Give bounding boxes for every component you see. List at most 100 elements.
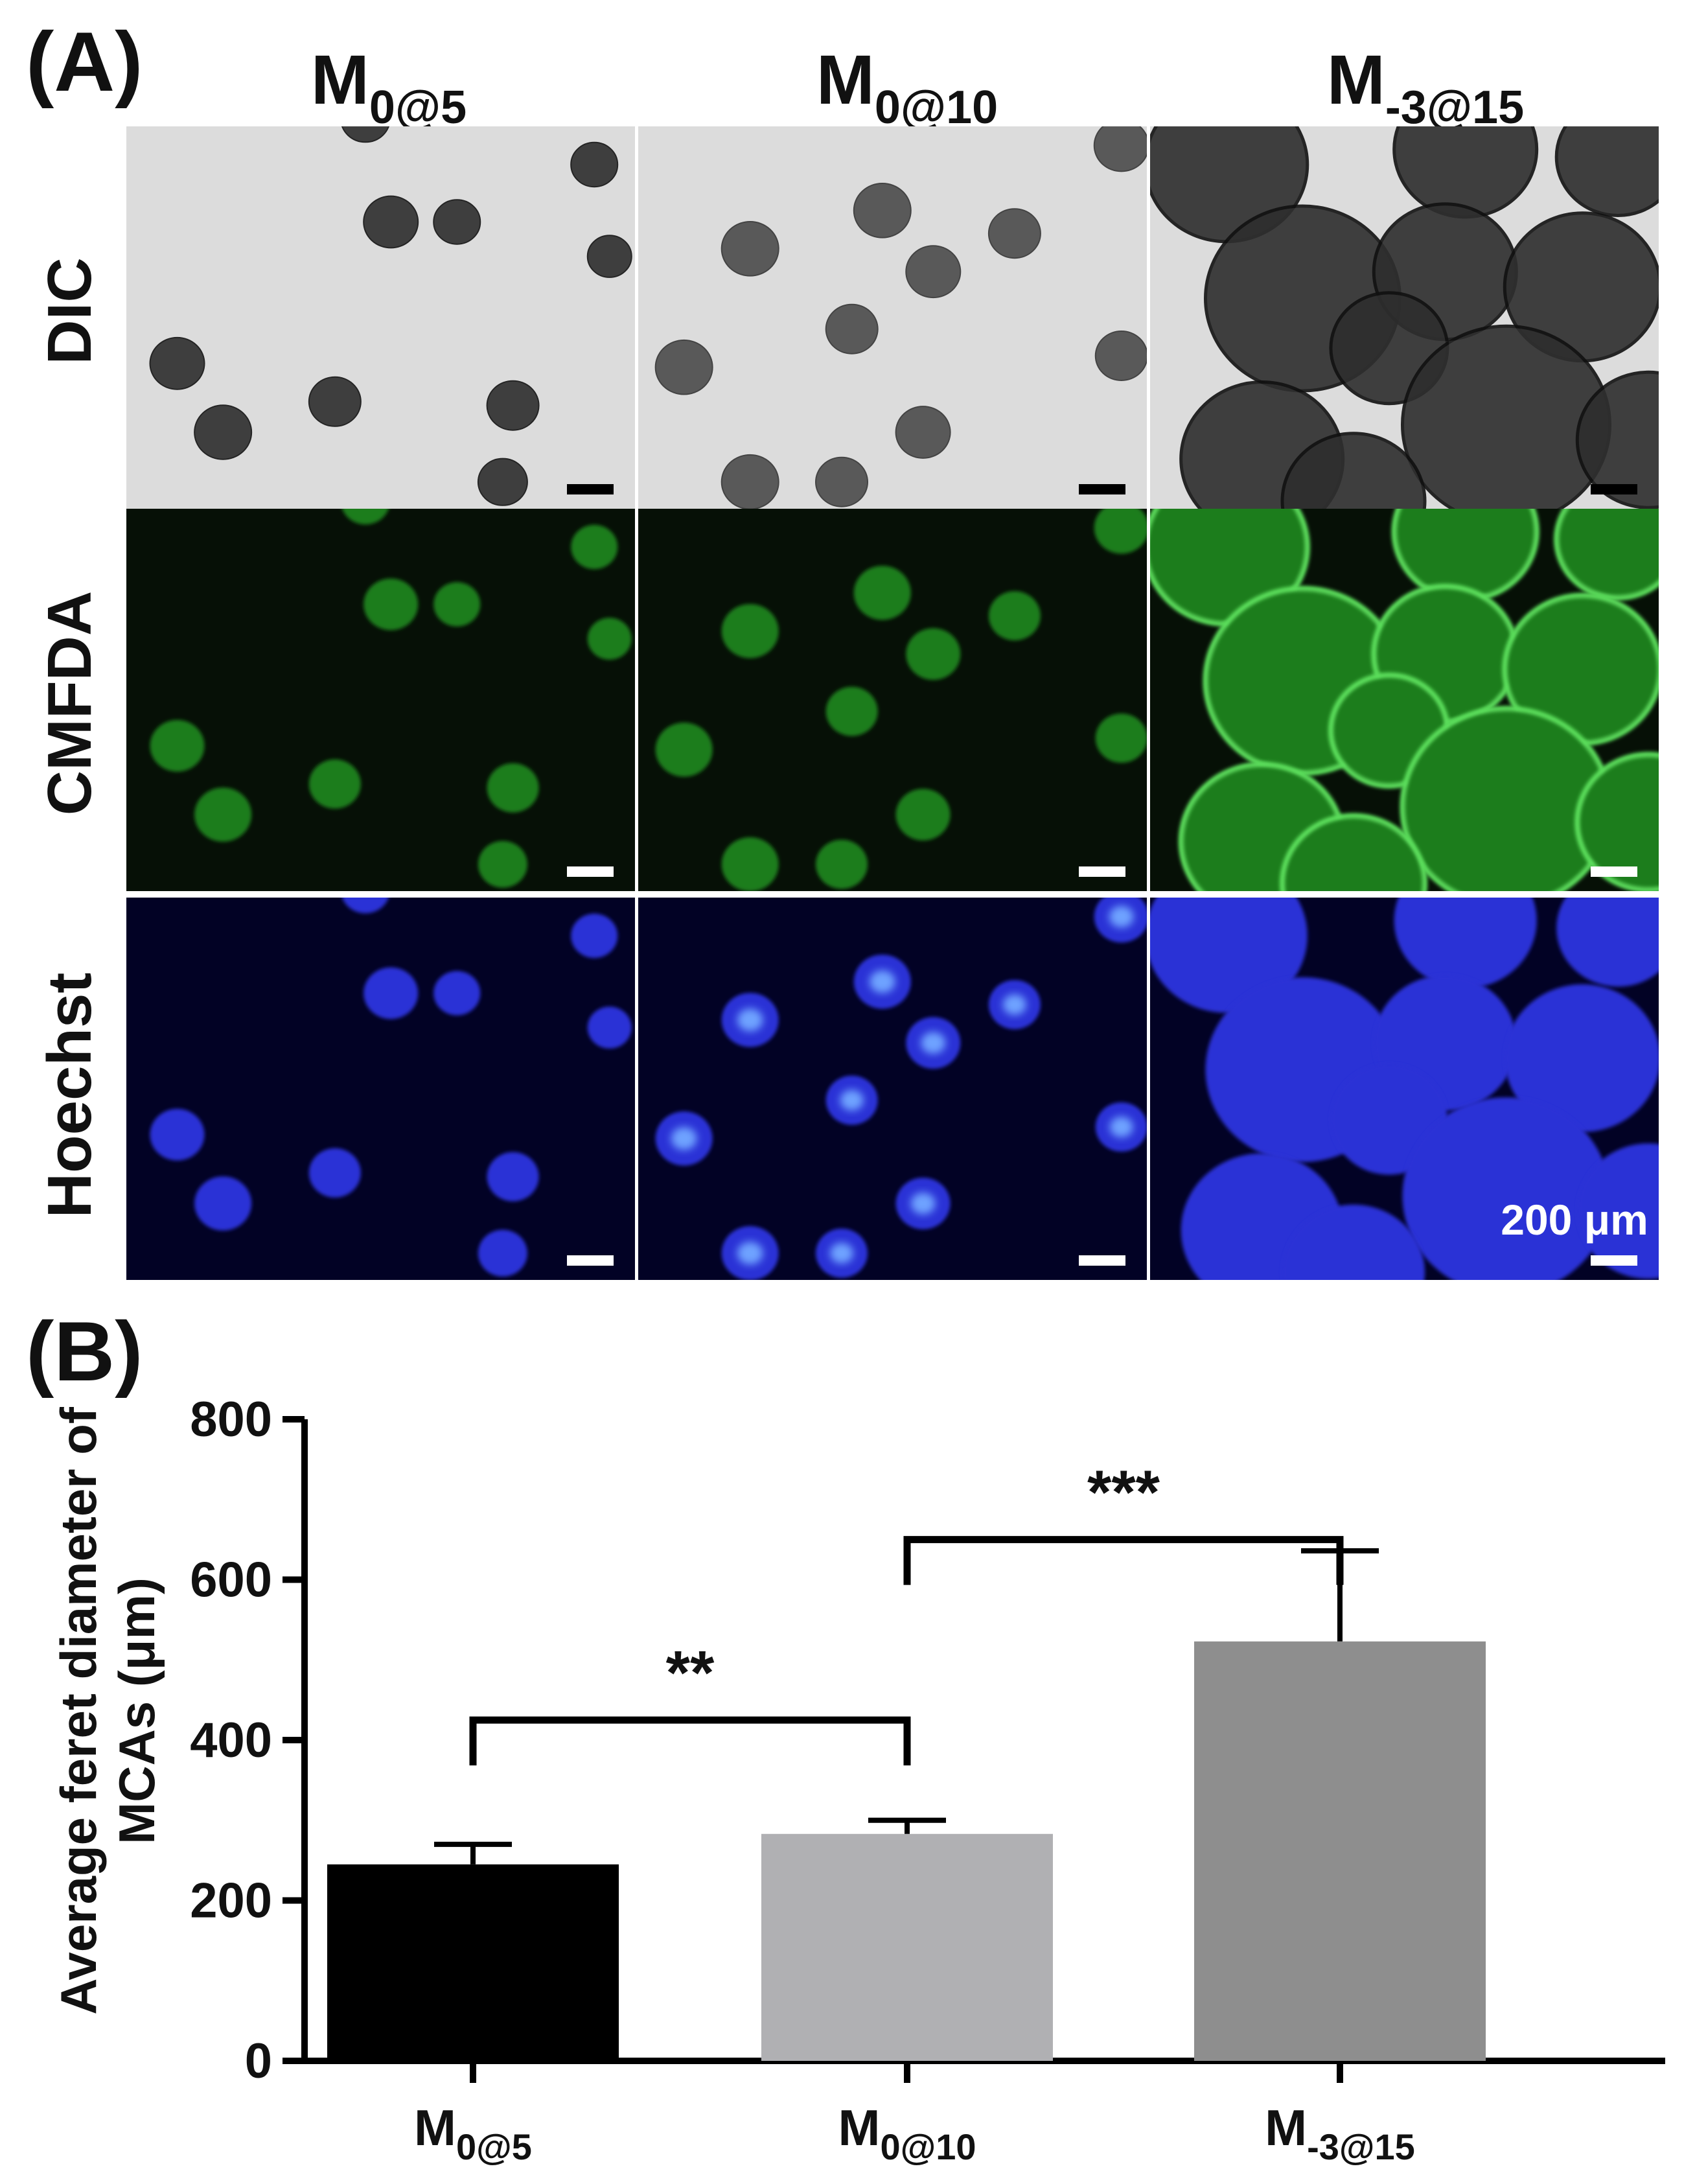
y-tick-label: 0 (245, 2034, 272, 2089)
cell-aggregate (587, 618, 632, 660)
micrograph-dic-1 (126, 126, 635, 509)
cell-aggregate (571, 524, 618, 570)
cell-aggregate (433, 971, 481, 1016)
cell-aggregate (1280, 432, 1427, 509)
cell-aggregate (1095, 714, 1147, 763)
column-headers: M0@5 M0@10 M-3@15 (311, 40, 1524, 134)
cell-aggregate (487, 1152, 539, 1202)
cell-aggregate (1577, 754, 1659, 890)
bar-3 (1194, 1641, 1486, 2061)
micrograph-cmfda-1 (126, 509, 635, 891)
cell-aggregate (721, 221, 779, 277)
nucleus-highlight (671, 1127, 697, 1150)
micrograph-background (638, 509, 1147, 891)
micrograph-background (638, 898, 1147, 1280)
micrograph-hoechst-3 (1150, 898, 1659, 1280)
scale-bar-label: 200 μm (1501, 1196, 1648, 1244)
cell-aggregate (363, 195, 419, 249)
column-header-2: M0@10 (816, 40, 998, 134)
bar-2 (761, 1833, 1053, 2061)
cell-aggregate (570, 141, 619, 188)
cell-aggregate (1556, 898, 1659, 987)
cell-aggregate (363, 578, 419, 631)
cell-aggregate (308, 376, 362, 427)
cell-aggregate (987, 208, 1041, 259)
x-tick-label-2: M0@10 (838, 2099, 976, 2167)
cell-aggregate (433, 199, 481, 245)
cell-aggregate (363, 967, 419, 1019)
cell-aggregate (1402, 1097, 1610, 1280)
row-label-hoechst: Hoechst (35, 973, 104, 1218)
scale-bar (1079, 866, 1125, 877)
cell-aggregate (1575, 370, 1659, 509)
significance-bracket-1 (469, 1716, 911, 1766)
scale-bar (1591, 484, 1637, 494)
cell-aggregate (194, 1176, 252, 1231)
cell-aggregate (194, 404, 253, 460)
nucleus-highlight (1109, 905, 1134, 928)
cell-aggregate (477, 458, 528, 506)
nucleus-highlight (1002, 994, 1026, 1016)
nucleus-highlight (737, 1008, 763, 1032)
scale-bar (567, 1255, 614, 1266)
cell-aggregate (853, 566, 911, 620)
cell-aggregate (906, 628, 961, 680)
cell-aggregate (1556, 509, 1659, 598)
cell-aggregate (895, 406, 951, 459)
cell-aggregate (825, 686, 878, 736)
cell-aggregate (1554, 126, 1659, 217)
micrograph-background (126, 509, 635, 891)
cell-aggregate (571, 913, 618, 958)
cell-aggregate (478, 1229, 527, 1277)
y-tick-label: 800 (190, 1392, 272, 1447)
column-header-1-main: M (311, 40, 369, 119)
row-labels: DIC CMFDA Hoechst (35, 257, 104, 1218)
cell-aggregate (815, 456, 868, 507)
cell-aggregate (487, 763, 539, 813)
cell-aggregate (1577, 1143, 1659, 1279)
nucleus-highlight (840, 1089, 864, 1111)
column-header-1: M0@5 (311, 40, 467, 134)
cell-aggregate (150, 1108, 205, 1161)
panel-a-label: (A) (26, 14, 143, 109)
micrograph-cmfda-2 (638, 509, 1147, 891)
cell-aggregate (150, 719, 205, 772)
cell-aggregate (1505, 984, 1659, 1132)
cell-aggregate (988, 591, 1041, 641)
cell-aggregate (342, 898, 389, 914)
micrograph-dic-3 (1150, 126, 1659, 509)
y-tick-label: 400 (190, 1713, 272, 1768)
nucleus-highlight (1109, 1117, 1133, 1137)
cell-aggregate (721, 604, 779, 658)
scale-bar (1591, 866, 1637, 877)
scale-bar (1079, 484, 1125, 494)
nucleus-highlight (870, 970, 895, 993)
cell-aggregate (655, 722, 713, 777)
cell-aggregate (654, 339, 713, 395)
cell-aggregate (342, 509, 389, 525)
micrograph-background (126, 898, 635, 1280)
scale-bar (1079, 1255, 1125, 1266)
cell-aggregate (194, 787, 252, 842)
panel-b-label: (B) (26, 1304, 143, 1399)
cell-aggregate (1094, 509, 1147, 554)
x-tick-label-1: M0@5 (414, 2099, 532, 2167)
x-tick-label-3: M-3@15 (1265, 2099, 1415, 2167)
y-tick-label: 200 (190, 1874, 272, 1929)
micrograph-dic-2 (638, 126, 1147, 509)
scale-bar (567, 866, 614, 877)
micrograph-cmfda-3 (1150, 509, 1659, 891)
nucleus-highlight (921, 1032, 946, 1054)
cell-aggregate (853, 183, 912, 238)
cell-aggregate (149, 336, 205, 390)
cell-aggregate (341, 126, 389, 143)
cell-aggregate (308, 1148, 361, 1198)
panel-a: (A) M0@5 M0@10 M-3@15 DIC CMFDA Hoechst … (26, 14, 1659, 1280)
cell-aggregate-edge (1574, 752, 1659, 891)
significance-label-1: ** (666, 1638, 715, 1708)
cell-aggregate (895, 789, 951, 841)
column-header-3-main: M (1327, 40, 1385, 119)
cell-aggregate (1093, 126, 1147, 172)
